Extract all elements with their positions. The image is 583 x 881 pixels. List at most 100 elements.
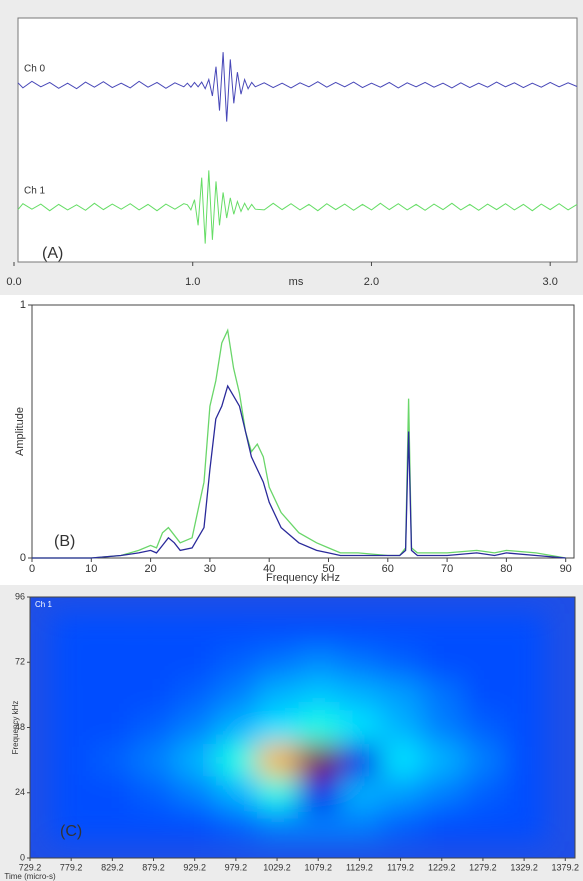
x-tick-label: 1129.2 bbox=[346, 862, 373, 872]
spectrum-line bbox=[32, 384, 566, 559]
spectrum-line bbox=[32, 328, 566, 559]
heat-cell bbox=[463, 711, 505, 744]
heat-cell bbox=[174, 645, 216, 679]
heat-cell bbox=[92, 613, 134, 646]
heat-cell bbox=[174, 809, 216, 842]
heat-cell bbox=[504, 809, 546, 842]
heat-cell bbox=[504, 613, 546, 646]
heat-cell bbox=[421, 645, 464, 679]
x-tick-label: 1029.2 bbox=[263, 862, 291, 872]
x-axis-label: Time (micro-s) bbox=[4, 872, 56, 881]
heat-cell bbox=[92, 711, 134, 744]
heat-cell bbox=[421, 809, 464, 842]
heat-cell bbox=[504, 776, 546, 810]
heat-cell bbox=[380, 809, 422, 842]
x-tick-label: 70 bbox=[441, 563, 453, 575]
heat-cell bbox=[298, 776, 340, 810]
x-tick-label: 0.0 bbox=[6, 276, 21, 288]
heat-cell bbox=[215, 645, 258, 679]
heat-cell bbox=[92, 809, 134, 842]
heat-cell bbox=[504, 645, 546, 679]
heat-cell bbox=[215, 743, 258, 777]
heat-cell bbox=[380, 743, 422, 777]
heat-cell bbox=[463, 645, 505, 679]
heat-cell bbox=[421, 743, 464, 777]
panel-a-frame bbox=[17, 17, 578, 263]
channel-label: Ch 1 bbox=[24, 186, 46, 197]
heat-cell bbox=[380, 645, 422, 679]
x-tick-label: 1079.2 bbox=[304, 862, 332, 872]
heat-cell bbox=[215, 776, 258, 810]
heat-cell bbox=[339, 678, 381, 712]
x-tick-label: 30 bbox=[204, 563, 216, 575]
heat-cell bbox=[463, 678, 505, 712]
x-tick-label: 50 bbox=[322, 563, 334, 575]
heat-cell bbox=[463, 809, 505, 842]
heat-cell bbox=[51, 743, 93, 777]
heat-cell bbox=[257, 809, 299, 842]
y-tick-label: 1 bbox=[20, 299, 26, 311]
heat-cell bbox=[92, 743, 134, 777]
heat-cell bbox=[257, 678, 299, 712]
x-tick-label: 60 bbox=[382, 563, 394, 575]
y-tick-label: 0 bbox=[20, 552, 26, 564]
heat-cell bbox=[51, 678, 93, 712]
x-tick-label: 729.2 bbox=[19, 862, 42, 872]
x-tick-label: 1329.2 bbox=[510, 862, 538, 872]
x-tick-label: 90 bbox=[560, 563, 572, 575]
heat-cell bbox=[215, 613, 258, 646]
heat-cell bbox=[215, 809, 258, 842]
y-tick-label: 96 bbox=[15, 591, 25, 601]
panel-b-frame bbox=[31, 304, 575, 559]
x-tick-label: 879.2 bbox=[142, 862, 165, 872]
x-tick-label: 1.0 bbox=[185, 276, 200, 288]
x-tick-label: 0 bbox=[29, 563, 35, 575]
channel-label: Ch 0 bbox=[24, 64, 46, 75]
x-tick-label: 20 bbox=[144, 563, 156, 575]
heat-cell bbox=[504, 678, 546, 712]
heat-cell bbox=[174, 678, 216, 712]
panel-label: (C) bbox=[60, 823, 82, 840]
x-tick-label: 80 bbox=[500, 563, 512, 575]
heat-cell bbox=[421, 678, 464, 712]
heat-cell bbox=[51, 809, 93, 842]
y-tick-label: 0 bbox=[20, 852, 25, 862]
y-axis-label: Amplitude bbox=[14, 407, 26, 456]
heat-cell bbox=[174, 776, 216, 810]
heat-cell bbox=[463, 776, 505, 810]
heat-cell bbox=[339, 645, 381, 679]
heat-cell bbox=[298, 645, 340, 679]
heat-cell bbox=[92, 645, 134, 679]
heat-cell bbox=[257, 776, 299, 810]
y-axis-label: Frequency kHz bbox=[11, 701, 20, 755]
waveform bbox=[17, 52, 578, 122]
heat-cell bbox=[339, 613, 381, 646]
heat-cell bbox=[174, 711, 216, 744]
heat-cell bbox=[51, 645, 93, 679]
heat-cell bbox=[421, 613, 464, 646]
heat-cell bbox=[339, 809, 381, 842]
heat-cell bbox=[133, 613, 175, 646]
x-tick-label: 2.0 bbox=[364, 276, 379, 288]
heat-cell bbox=[133, 711, 175, 744]
y-tick-label: 24 bbox=[15, 787, 25, 797]
heat-cell bbox=[133, 645, 175, 679]
heat-cell bbox=[257, 613, 299, 646]
panel-b-bg bbox=[0, 295, 583, 585]
heat-cell bbox=[380, 613, 422, 646]
x-tick-label: 40 bbox=[263, 563, 275, 575]
heat-cell bbox=[463, 613, 505, 646]
heat-cell bbox=[298, 613, 340, 646]
heat-cell bbox=[421, 776, 464, 810]
heat-cell bbox=[174, 743, 216, 777]
heat-cell bbox=[298, 743, 340, 777]
heat-cell bbox=[51, 711, 93, 744]
heat-cell bbox=[51, 776, 93, 810]
x-tick-label: 829.2 bbox=[101, 862, 124, 872]
x-tick-label: 3.0 bbox=[543, 276, 558, 288]
y-tick-label: 48 bbox=[15, 722, 25, 732]
heat-cell bbox=[380, 711, 422, 744]
x-tick-label: 1379.2 bbox=[552, 862, 580, 872]
heat-cell bbox=[380, 776, 422, 810]
panel-label: (A) bbox=[42, 245, 63, 262]
